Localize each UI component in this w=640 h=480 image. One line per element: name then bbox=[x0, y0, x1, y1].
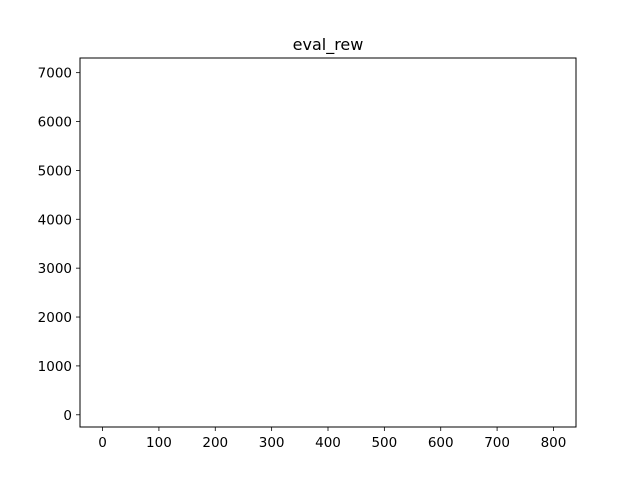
x-tick-label: 400 bbox=[315, 435, 341, 451]
x-tick-label: 700 bbox=[484, 435, 510, 451]
y-tick-label: 2000 bbox=[38, 310, 72, 326]
x-tick-label: 300 bbox=[259, 435, 285, 451]
plot-area bbox=[80, 58, 576, 427]
x-tick-label: 800 bbox=[541, 435, 567, 451]
y-tick-label: 5000 bbox=[38, 163, 72, 179]
x-tick-label: 500 bbox=[371, 435, 397, 451]
y-tick-label: 7000 bbox=[38, 66, 72, 82]
x-tick-label: 0 bbox=[98, 435, 107, 451]
x-tick-label: 600 bbox=[428, 435, 454, 451]
x-axis-ticks: 0 100 200 300 400 500 600 700 800 bbox=[98, 427, 566, 451]
y-tick-label: 6000 bbox=[38, 115, 72, 131]
chart-title: eval_rew bbox=[293, 35, 364, 55]
y-tick-label: 1000 bbox=[38, 359, 72, 375]
x-tick-label: 200 bbox=[202, 435, 228, 451]
y-axis-ticks: 0 1000 2000 3000 4000 5000 6000 7000 bbox=[38, 66, 80, 424]
y-tick-label: 0 bbox=[63, 408, 72, 424]
x-tick-label: 100 bbox=[146, 435, 172, 451]
y-tick-label: 3000 bbox=[38, 261, 72, 277]
plot-frame bbox=[79, 57, 577, 428]
y-tick-label: 4000 bbox=[38, 212, 72, 228]
